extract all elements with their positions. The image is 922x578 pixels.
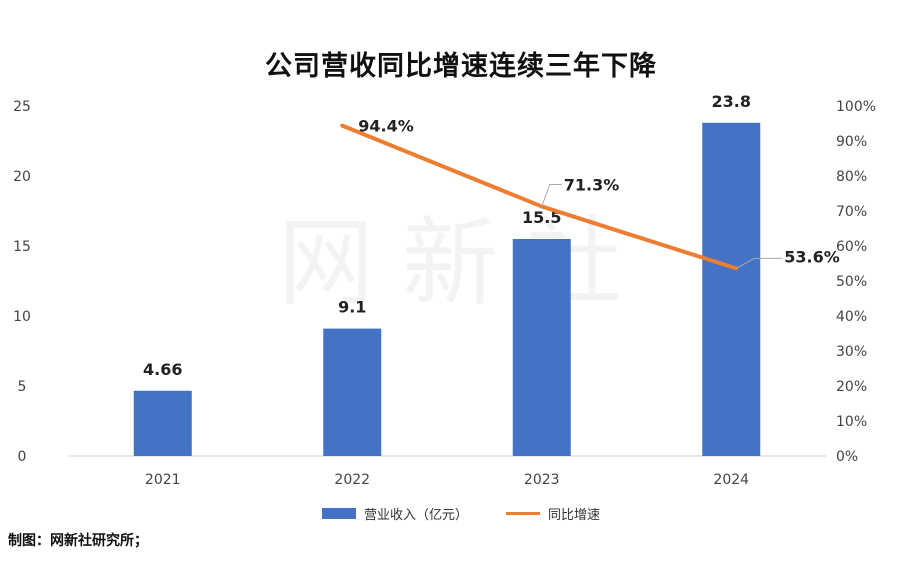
y-right-tick-label: 0% — [836, 449, 858, 465]
y-left-tick-label: 20 — [13, 169, 31, 185]
bar-label-2024: 23.8 — [712, 92, 751, 111]
bar-2023 — [512, 239, 571, 456]
legend-label-revenue: 营业收入（亿元） — [363, 508, 468, 523]
growth-leader-2023 — [541, 183, 562, 207]
y-right-tick-label: 60% — [836, 239, 867, 255]
bar-2022 — [323, 328, 382, 456]
y-right-tick-label: 10% — [836, 414, 867, 430]
y-left-tick-label: 25 — [13, 99, 31, 115]
y-right-tick-label: 80% — [836, 169, 867, 185]
x-tick-label: 2022 — [334, 472, 370, 488]
bar-2021 — [133, 390, 192, 456]
y-right-tick-label: 90% — [836, 134, 867, 150]
legend-swatch-line — [506, 512, 540, 515]
y-left-tick-label: 5 — [18, 379, 27, 395]
legend-swatch-bar — [321, 508, 356, 519]
growth-label-2022: 94.4% — [358, 117, 414, 136]
legend: 营业收入（亿元） 同比增速 — [0, 504, 922, 523]
x-tick-label: 2023 — [524, 472, 560, 488]
growth-label-2023: 71.3% — [564, 175, 620, 194]
y-right-tick-label: 70% — [836, 204, 867, 220]
bar-2024 — [702, 122, 761, 457]
legend-item-revenue: 营业收入（亿元） — [321, 504, 468, 523]
growth-leader-2024 — [736, 257, 783, 269]
chart-title: 公司营收同比增速连续三年下降 — [265, 51, 657, 82]
y-right-tick-label: 30% — [836, 344, 867, 360]
bar-label-2021: 4.66 — [143, 360, 182, 379]
bar-label-2023: 15.5 — [522, 208, 561, 227]
legend-item-growth: 同比增速 — [506, 504, 600, 523]
source-note: 制图：网新社研究所； — [8, 533, 148, 549]
x-tick-label: 2021 — [145, 472, 181, 488]
growth-label-2024: 53.6% — [784, 247, 840, 266]
y-right-tick-label: 20% — [836, 379, 867, 395]
y-right-tick-label: 40% — [836, 309, 867, 325]
bar-label-2022: 9.1 — [338, 298, 366, 317]
legend-label-growth: 同比增速 — [548, 508, 601, 523]
y-left-tick-label: 15 — [13, 239, 31, 255]
y-right-tick-label: 50% — [836, 274, 867, 290]
x-tick-label: 2024 — [713, 472, 749, 488]
growth-point-2022 — [340, 124, 344, 128]
y-right-tick-label: 100% — [836, 99, 876, 115]
y-left-tick-label: 10 — [13, 309, 31, 325]
y-left-tick-label: 0 — [18, 449, 27, 465]
